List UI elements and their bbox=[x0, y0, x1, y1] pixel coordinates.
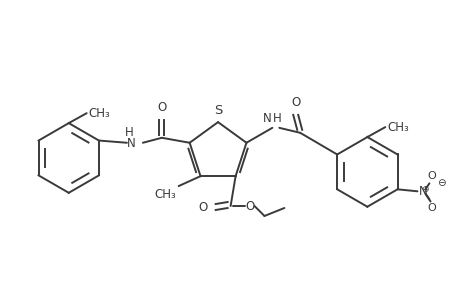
Text: ⊖: ⊖ bbox=[437, 178, 445, 188]
Text: CH₃: CH₃ bbox=[89, 107, 110, 120]
Text: O: O bbox=[291, 96, 300, 109]
Text: ⊕: ⊕ bbox=[421, 185, 428, 194]
Text: O: O bbox=[426, 171, 435, 182]
Text: CH₃: CH₃ bbox=[386, 121, 408, 134]
Text: CH₃: CH₃ bbox=[155, 188, 176, 201]
Text: H: H bbox=[124, 126, 133, 139]
Text: N: N bbox=[127, 137, 135, 150]
Text: O: O bbox=[426, 203, 435, 213]
Text: O: O bbox=[157, 101, 166, 114]
Text: N: N bbox=[418, 185, 426, 198]
Text: O: O bbox=[244, 200, 254, 212]
Text: O: O bbox=[198, 200, 207, 214]
Text: H: H bbox=[273, 112, 281, 125]
Text: S: S bbox=[213, 104, 222, 117]
Text: N: N bbox=[262, 112, 271, 125]
